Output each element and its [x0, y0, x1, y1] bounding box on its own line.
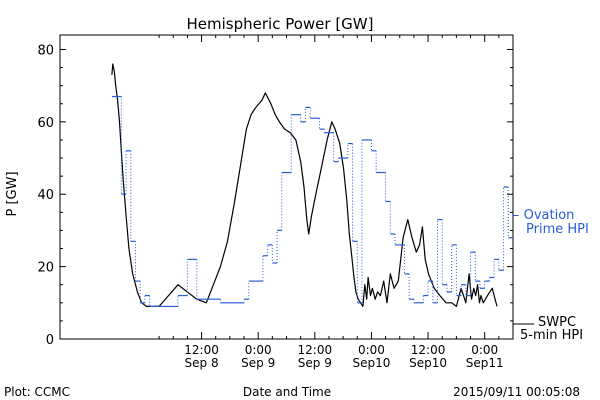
legend-ovation-line2: Prime HPI	[526, 222, 589, 237]
x-tick-label-date: Sep 8	[185, 356, 219, 370]
series-layer	[111, 63, 513, 308]
x-tick-label-date: Sep 9	[298, 356, 332, 370]
series-ovation-prime-hpi	[111, 95, 513, 308]
y-axis: 0 20 40 60 80	[37, 43, 513, 348]
x-tick-label-time: 0:00	[245, 343, 272, 357]
x-tick-label-time: 0:00	[471, 343, 498, 357]
x-tick-label-time: 12:00	[184, 343, 219, 357]
y-tick-label: 20	[37, 261, 54, 276]
series-swpc-5min-hpi	[111, 63, 498, 307]
footer-axis-title: Date and Time	[243, 385, 331, 399]
footer: Plot: CCMC Date and Time 2015/09/11 00:0…	[4, 385, 580, 399]
footer-plot-credit: Plot: CCMC	[4, 385, 70, 399]
y-tick-label: 60	[37, 116, 54, 131]
y-tick-label: 40	[37, 188, 54, 203]
y-tick-label: 0	[46, 333, 54, 348]
legend-swpc-line1: SWPC	[538, 315, 576, 330]
y-axis-label: P [GW]	[5, 171, 20, 216]
legend-swpc-line2: 5-min HPI	[520, 328, 583, 343]
legend: – Ovation Prime HPI SWPC 5-min HPI	[513, 208, 589, 343]
x-tick-label-date: Sep10	[409, 356, 447, 370]
x-tick-label-time: 0:00	[358, 343, 385, 357]
chart-title: Hemispheric Power [GW]	[187, 15, 374, 33]
x-tick-label-date: Sep11	[466, 356, 504, 370]
x-tick-label-time: 12:00	[411, 343, 446, 357]
footer-timestamp: 2015/09/11 00:05:08	[453, 385, 580, 399]
legend-ovation-line1: – Ovation	[513, 208, 574, 223]
y-tick-label: 80	[37, 43, 54, 58]
x-tick-label-date: Sep10	[352, 356, 390, 370]
x-tick-label-time: 12:00	[298, 343, 333, 357]
plot-frame	[59, 34, 514, 340]
x-tick-label-date: Sep 9	[241, 356, 275, 370]
